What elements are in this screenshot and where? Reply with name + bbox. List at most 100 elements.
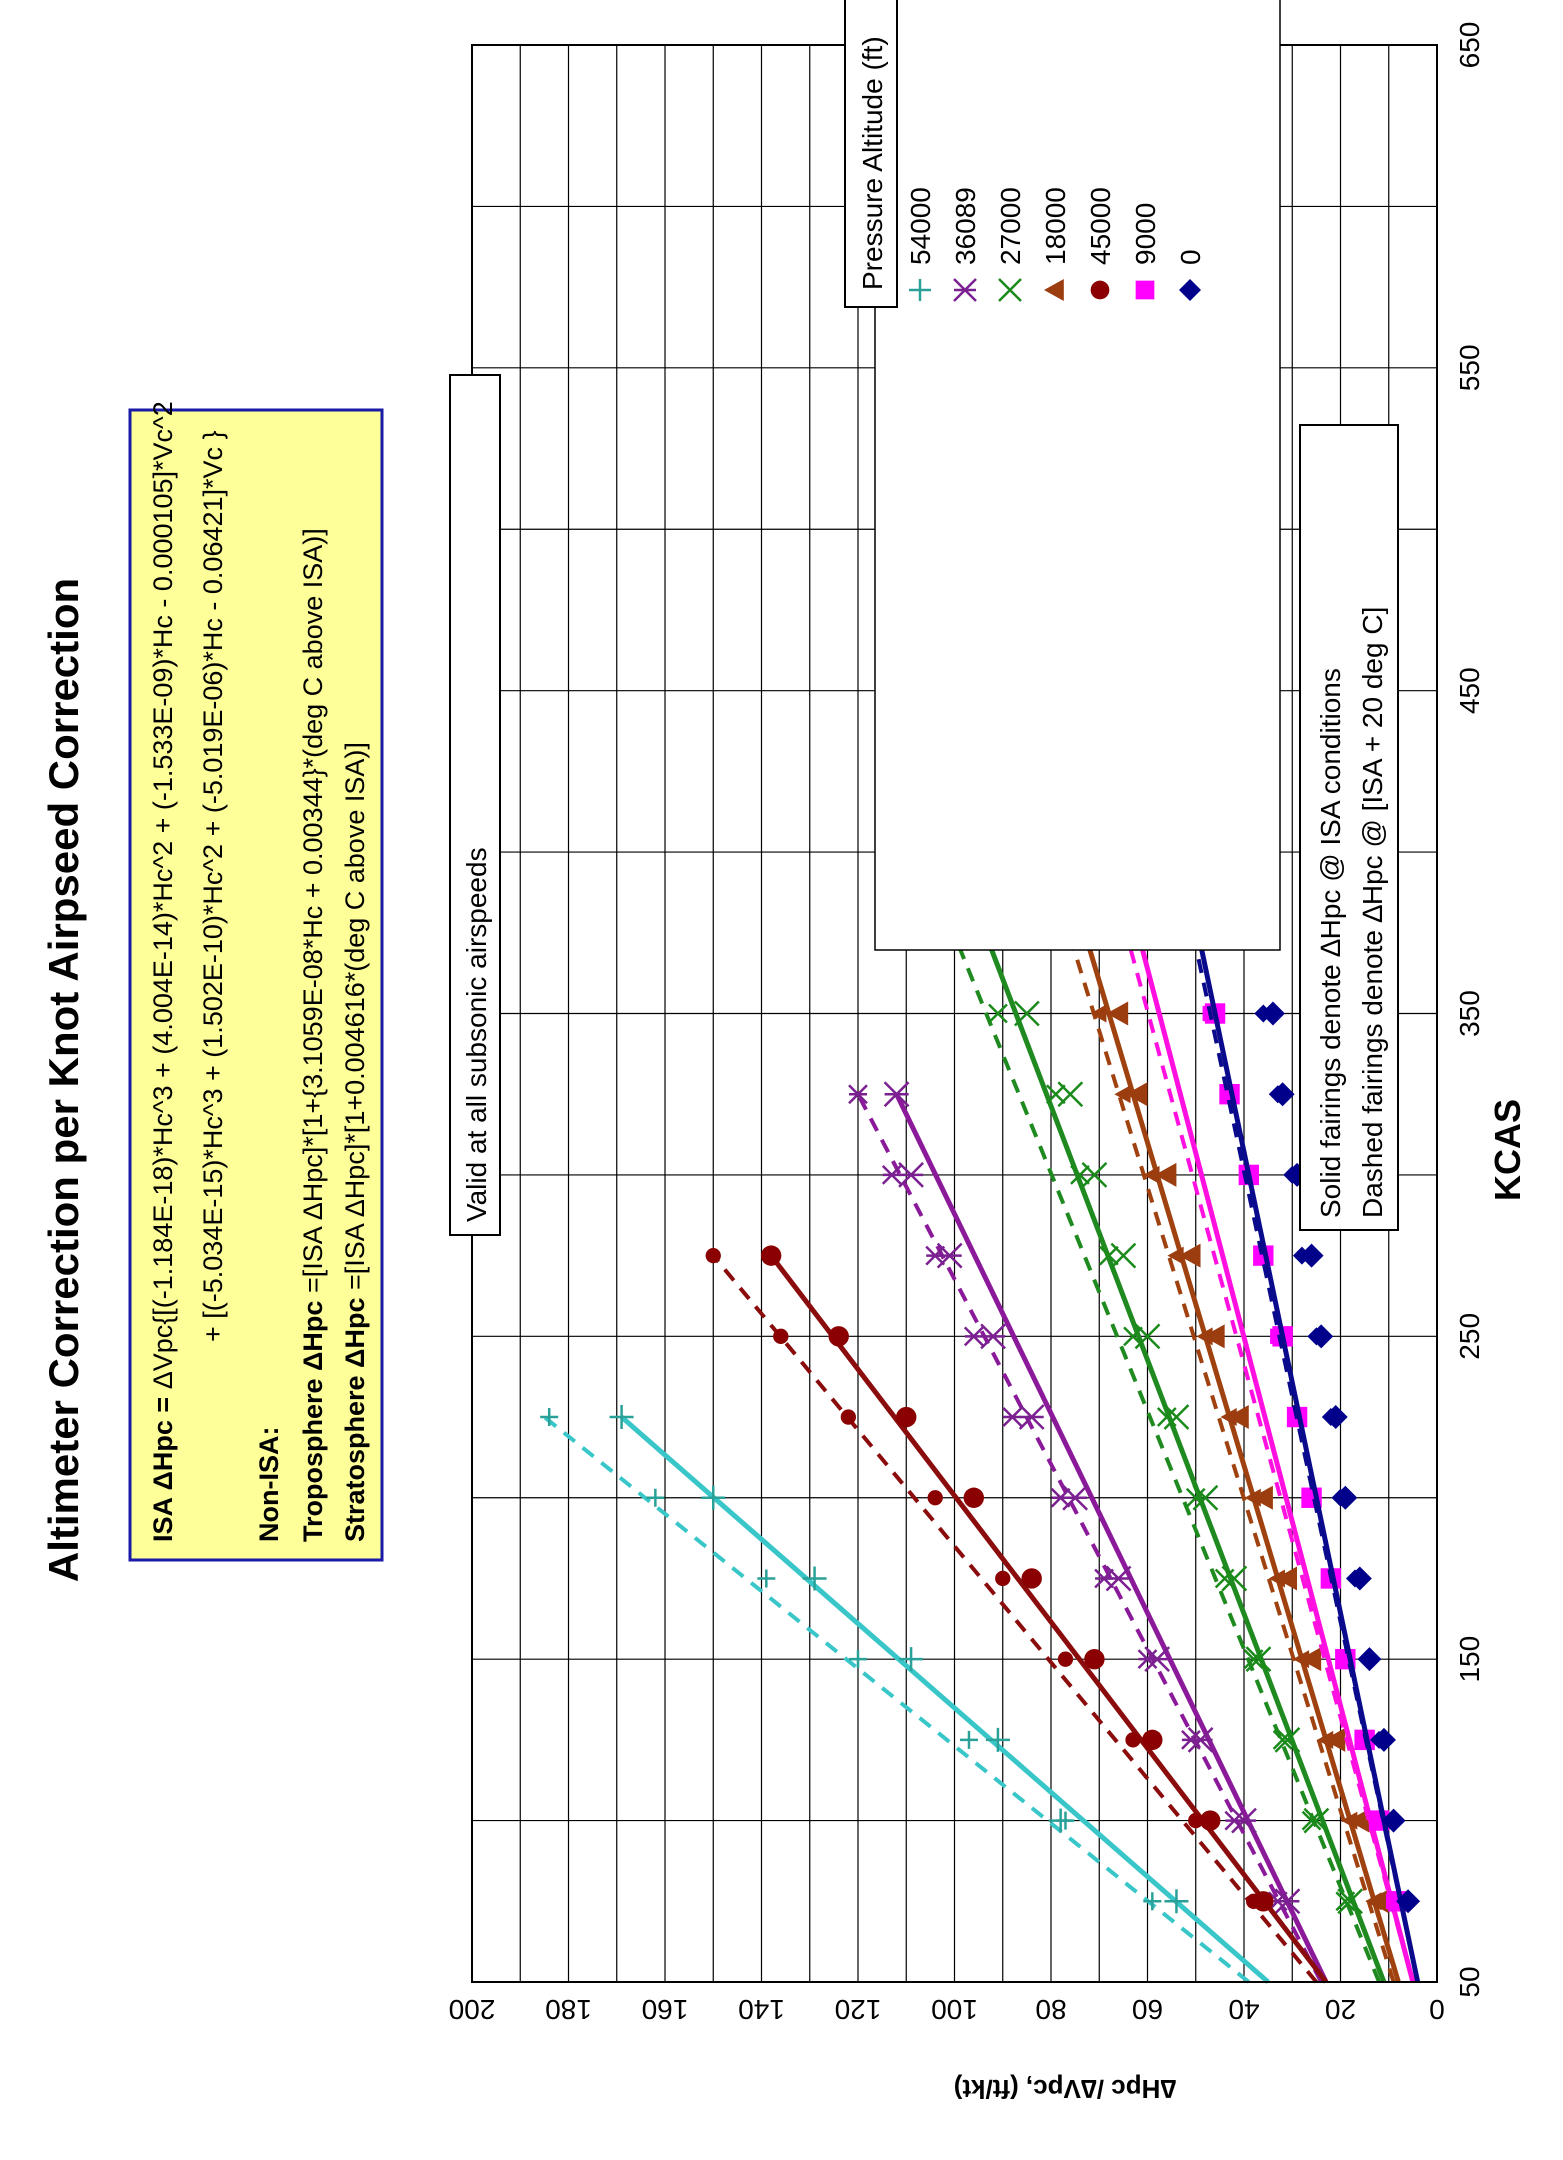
data-point-isa20-45000 <box>1246 1893 1262 1909</box>
x-tick-label: 650 <box>1454 22 1485 69</box>
data-point-isa20-36089 <box>1002 1407 1023 1427</box>
series-54000 <box>540 1405 1270 1984</box>
data-point-isa20-36089 <box>963 1326 984 1347</box>
data-point-isa-18000 <box>1154 1162 1177 1187</box>
y-tick-label: 100 <box>931 1994 978 2025</box>
data-point-isa-27000 <box>1274 1726 1301 1753</box>
data-point-isa-27000 <box>1245 1646 1272 1673</box>
series-36089 <box>848 1081 1329 1984</box>
data-point-isa20-36089 <box>1050 1487 1071 1508</box>
data-point-isa20-27000 <box>1214 1568 1235 1589</box>
legend-item-54000: 54000 <box>905 187 936 301</box>
data-point-isa-0 <box>1260 1001 1285 1026</box>
data-point-isa20-45000 <box>840 1409 856 1425</box>
y-tick-label: 80 <box>1035 1994 1066 2025</box>
data-point-isa-54000 <box>609 1405 634 1430</box>
legend-marker-36089 <box>953 278 977 302</box>
data-point-isa20-27000 <box>1045 1084 1066 1105</box>
y-tick-label: 40 <box>1228 1994 1259 2025</box>
isa-formula-line1: ISA ΔHpc = ΔVpc{[(-1.184E-18)*Hc^3 + (4.… <box>148 401 178 1542</box>
y-tick-label: 200 <box>449 1994 496 2025</box>
legend-marker-9000 <box>1135 280 1155 300</box>
data-point-isa20-18000 <box>1244 1488 1261 1507</box>
legend-label-36089: 36089 <box>950 187 981 265</box>
y-tick-label: 120 <box>835 1994 882 2025</box>
data-point-isa-54000 <box>802 1566 827 1591</box>
data-point-isa-18000 <box>1323 1727 1346 1752</box>
formula-box: ISA ΔHpc = ΔVpc{[(-1.184E-18)*Hc^3 + (4.… <box>128 401 384 1562</box>
data-point-isa-36089 <box>883 1081 910 1108</box>
data-point-isa20-0 <box>1370 1730 1389 1749</box>
solid-fairing-27000 <box>952 851 1387 1983</box>
data-point-isa-18000 <box>1251 1485 1273 1510</box>
legend-marker-0 <box>1179 279 1201 301</box>
y-tick-label: 160 <box>642 1994 689 2025</box>
x-tick-label: 150 <box>1454 1636 1485 1683</box>
data-point-isa20-27000 <box>988 1003 1008 1024</box>
data-point-isa20-36089 <box>1224 1810 1245 1831</box>
data-point-isa-45000 <box>760 1245 782 1266</box>
data-point-isa-36089 <box>898 1162 924 1188</box>
x-axis-label: KCAS <box>1487 1099 1528 1201</box>
data-point-isa20-18000 <box>1167 1246 1184 1265</box>
data-point-isa20-18000 <box>1196 1327 1213 1346</box>
isa-formula-line2: + [(-5.034E-15)*Hc^3 + (1.502E-10)*Hc^2 … <box>198 430 228 1342</box>
solid-fairing-36089 <box>894 1093 1329 1984</box>
valid-note-box: Valid at all subsonic airspeeds <box>449 374 501 1236</box>
data-point-isa20-54000 <box>757 1569 776 1588</box>
y-tick-label: 0 <box>1429 1994 1445 2025</box>
data-point-isa20-45000 <box>705 1247 721 1264</box>
data-point-isa20-36089 <box>925 1245 946 1266</box>
data-point-isa20-27000 <box>1123 1326 1143 1347</box>
data-point-isa20-27000 <box>1099 1245 1119 1266</box>
solid-fairing-54000 <box>619 1415 1270 1984</box>
data-point-isa20-45000 <box>927 1490 943 1506</box>
data-point-isa-27000 <box>1303 1807 1330 1834</box>
data-point-isa-27000 <box>1192 1484 1219 1511</box>
data-point-isa-54000 <box>701 1485 726 1510</box>
solid-fairing-45000 <box>769 1254 1329 1984</box>
data-point-isa-45000 <box>1200 1810 1221 1831</box>
legend-label-18000: 18000 <box>1040 187 1071 265</box>
data-point-isa20-54000 <box>646 1488 665 1507</box>
data-point-isa20-54000 <box>540 1408 559 1427</box>
data-point-isa20-45000 <box>995 1570 1011 1587</box>
data-point-isa20-27000 <box>1156 1407 1177 1427</box>
x-tick-label: 50 <box>1454 1966 1485 1997</box>
data-point-isa20-0 <box>1331 1488 1350 1507</box>
data-point-isa20-36089 <box>1094 1568 1114 1589</box>
data-point-isa20-27000 <box>1185 1487 1206 1508</box>
dashed-fairing-0 <box>1000 44 1420 1983</box>
legend-items: 54000 36089 27000 18000 45000 9000 0 <box>905 187 1206 302</box>
data-point-isa20-27000 <box>1243 1649 1264 1670</box>
data-point-isa-45000 <box>828 1326 849 1347</box>
data-point-isa-27000 <box>1013 1000 1040 1027</box>
data-point-isa20-54000 <box>959 1730 978 1749</box>
x-tick-label: 450 <box>1454 667 1485 714</box>
legend-label-54000: 54000 <box>905 187 936 265</box>
data-point-isa-54000 <box>1164 1889 1189 1914</box>
legend-label-9000: 9000 <box>1130 203 1161 265</box>
y-tick-label: 180 <box>545 1994 592 2025</box>
data-point-isa20-18000 <box>1365 1892 1382 1911</box>
dashed-fairing-45000 <box>711 1254 1318 1984</box>
data-point-isa-18000 <box>1178 1243 1201 1268</box>
data-point-isa20-0 <box>1254 1004 1273 1023</box>
data-point-isa-36089 <box>980 1323 1006 1350</box>
dashed-fairings-note: Dashed fairings denote ∆Hpc @ [ISA + 20 … <box>1357 607 1388 1218</box>
dashed-fairing-54000 <box>543 1415 1251 1984</box>
x-axis-tick-labels: 50 150 250 350 450 550 650 <box>1454 22 1485 1998</box>
data-point-isa20-18000 <box>1220 1408 1237 1427</box>
legend-marker-18000 <box>1044 279 1064 301</box>
data-point-isa20-36089 <box>1137 1649 1158 1670</box>
legend-item-18000: 18000 <box>1040 187 1071 301</box>
data-point-isa20-45000 <box>773 1328 789 1344</box>
stratosphere-formula: Stratosphere ΔHpc =[ISA ΔHpc]*[1+0.00461… <box>340 742 370 1542</box>
dashed-fairing-27000 <box>918 851 1381 1983</box>
data-point-isa20-54000 <box>1056 1811 1075 1830</box>
legend-item-45000: 45000 <box>1085 187 1116 300</box>
legend-item-27000: 27000 <box>995 187 1026 302</box>
data-point-isa-45000 <box>963 1487 984 1508</box>
legend-item-36089: 36089 <box>950 187 981 302</box>
legend-marker-45000 <box>1090 280 1110 300</box>
